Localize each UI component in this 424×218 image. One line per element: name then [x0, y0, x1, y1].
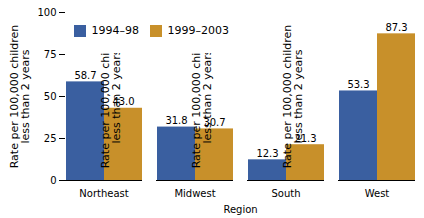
svg-text:Rate per 100,000 childrenless: Rate per 100,000 childrenless than 2 yea…: [8, 25, 32, 169]
svg-text:87.3: 87.3: [385, 22, 407, 33]
svg-text:25: 25: [44, 133, 57, 144]
svg-text:Northeast: Northeast: [79, 188, 128, 199]
svg-text:South: South: [271, 188, 300, 199]
svg-text:100: 100: [37, 7, 56, 18]
svg-text:West: West: [365, 188, 390, 199]
svg-text:Midwest: Midwest: [174, 188, 215, 199]
svg-text:75: 75: [44, 49, 57, 60]
svg-text:53.3: 53.3: [347, 79, 369, 90]
svg-text:12.3: 12.3: [256, 148, 278, 159]
svg-text:Rate per 100,000 childrenless: Rate per 100,000 childrenless than 2 yea…: [281, 25, 305, 169]
svg-text:0: 0: [50, 175, 56, 186]
svg-text:Region: Region: [223, 204, 257, 215]
svg-text:58.7: 58.7: [74, 70, 96, 81]
svg-text:31.8: 31.8: [165, 115, 187, 126]
svg-text:50: 50: [44, 91, 57, 102]
